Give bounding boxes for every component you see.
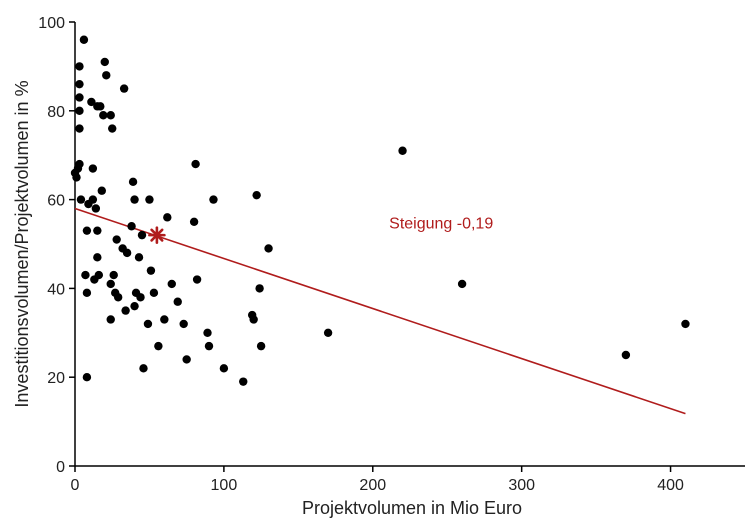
y-tick-label: 0 (56, 459, 65, 476)
data-point (137, 230, 147, 240)
data-point (75, 62, 84, 71)
data-point (255, 284, 264, 293)
data-point (121, 306, 130, 315)
data-point (113, 293, 123, 302)
data-point (209, 195, 218, 204)
data-point (130, 301, 139, 311)
data-point (88, 164, 98, 173)
data-point (191, 159, 200, 169)
data-point (75, 106, 84, 116)
y-tick-label: 40 (47, 281, 65, 298)
data-point (256, 341, 266, 351)
regression-line (74, 207, 686, 415)
data-point (143, 319, 153, 329)
data-point (102, 71, 111, 80)
x-tick-label: 0 (71, 477, 80, 494)
data-point (203, 328, 212, 337)
data-point (219, 364, 229, 373)
x-tick-label: 300 (508, 477, 535, 494)
x-tick-label: 200 (359, 477, 386, 494)
slope-annotation: Steigung -0,19 (389, 215, 493, 232)
data-point (81, 270, 90, 280)
x-axis-label: Projektvolumen in Mio Euro (302, 498, 522, 518)
data-point (106, 111, 115, 120)
trend-line-layer (74, 207, 686, 415)
data-point (252, 190, 261, 200)
x-tick-label: 100 (211, 477, 238, 494)
data-point (75, 93, 84, 102)
data-point (93, 253, 102, 262)
data-point (87, 97, 96, 107)
data-point (621, 350, 631, 360)
data-point (136, 293, 145, 302)
data-point (192, 275, 202, 284)
data-point (163, 213, 172, 222)
data-point (128, 177, 138, 187)
data-point (167, 279, 176, 289)
axis-labels: Projektvolumen in Mio Euro Investitionsv… (12, 80, 522, 518)
data-point (127, 222, 136, 231)
data-point (146, 266, 156, 275)
data-point (264, 244, 273, 253)
data-point (154, 341, 163, 351)
data-point (88, 195, 98, 204)
data-point (82, 288, 92, 298)
data-point (145, 195, 154, 204)
data-points (70, 35, 690, 386)
data-point (204, 341, 214, 351)
data-point (160, 315, 169, 324)
data-point (100, 57, 109, 67)
data-point (239, 377, 248, 386)
data-point (681, 319, 690, 329)
data-point (139, 364, 148, 373)
data-point (398, 146, 407, 155)
data-point (130, 195, 139, 204)
data-point (323, 328, 333, 337)
data-point (75, 159, 84, 169)
data-point (119, 84, 129, 93)
data-point (96, 102, 105, 111)
data-point (99, 111, 108, 120)
data-point (106, 279, 115, 289)
data-point (179, 319, 188, 329)
data-point (93, 226, 102, 235)
data-point (457, 279, 467, 289)
data-point (108, 124, 117, 133)
axes: 0 20 40 60 80 100 0 100 200 300 400 (38, 15, 745, 494)
data-point (189, 217, 199, 226)
data-point (173, 297, 182, 306)
data-point (106, 315, 115, 324)
mean-point-marker (148, 226, 166, 244)
data-point (82, 226, 92, 235)
data-point (97, 186, 107, 195)
data-point (134, 253, 144, 262)
data-point (75, 79, 84, 89)
y-tick-label: 20 (47, 370, 65, 387)
y-axis-label: Investitionsvolumen/Projektvolumen in % (12, 80, 32, 407)
data-point (79, 35, 89, 44)
data-point (182, 355, 191, 364)
data-point (94, 270, 104, 280)
data-point (75, 124, 84, 133)
data-point (76, 195, 86, 204)
y-tick-label: 80 (47, 104, 65, 121)
data-point (91, 204, 101, 213)
data-point (149, 288, 159, 298)
data-point (112, 235, 121, 244)
data-point (72, 173, 81, 182)
y-tick-label: 100 (38, 15, 65, 32)
data-point (82, 373, 92, 382)
x-tick-label: 400 (657, 477, 684, 494)
y-tick-label: 60 (47, 193, 65, 210)
data-point (249, 315, 258, 324)
mean-point-core (153, 231, 161, 239)
data-point (122, 248, 132, 258)
data-point (109, 270, 118, 280)
